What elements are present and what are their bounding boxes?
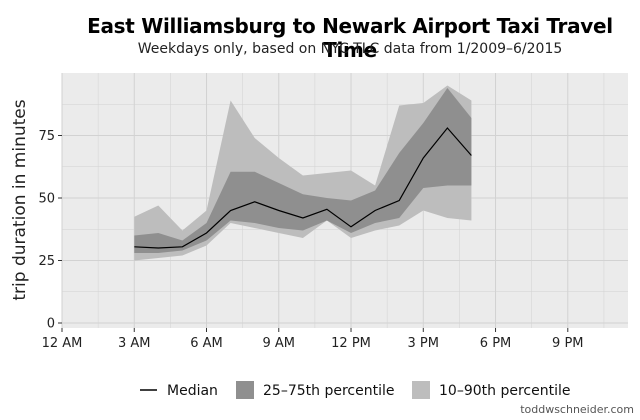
y-tick-label: 0 xyxy=(47,317,55,332)
band-25-75-percentile xyxy=(134,88,472,253)
y-axis: 0 25 50 75 xyxy=(38,129,62,332)
legend-key-10-90 xyxy=(412,381,430,399)
x-tick-label: 6 AM xyxy=(190,336,223,351)
y-tick-label: 50 xyxy=(38,192,55,207)
x-tick-label: 12 AM xyxy=(42,336,83,351)
y-axis-label: trip duration in minutes xyxy=(10,99,30,300)
y-tick-label: 75 xyxy=(38,129,55,144)
y-tick-label: 25 xyxy=(38,254,55,269)
chart-subtitle: Weekdays only, based on NYC TLC data fro… xyxy=(137,41,563,57)
x-axis: 12 AM 3 AM 6 AM 9 AM 12 PM 3 PM 6 PM 9 PM xyxy=(42,328,584,351)
x-tick-label: 3 PM xyxy=(408,336,439,351)
chart-title: East Williamsburg to Newark Airport Taxi… xyxy=(87,14,613,62)
legend-label: Median xyxy=(167,383,218,399)
x-tick-label: 9 PM xyxy=(552,336,583,351)
median-line xyxy=(134,127,472,249)
x-tick-label: 12 PM xyxy=(331,336,371,351)
x-tick-label: 9 AM xyxy=(263,336,296,351)
median-layer xyxy=(134,127,472,249)
legend: Median 25–75th percentile 10–90th percenti… xyxy=(140,381,570,399)
legend-label: 25–75th percentile xyxy=(263,383,394,399)
legend-label: 10–90th percentile xyxy=(439,383,570,399)
legend-key-25-75 xyxy=(236,381,254,399)
credit-text: toddwschneider.com xyxy=(520,403,634,416)
bands xyxy=(134,85,472,261)
x-tick-label: 6 PM xyxy=(480,336,511,351)
x-tick-label: 3 AM xyxy=(118,336,151,351)
